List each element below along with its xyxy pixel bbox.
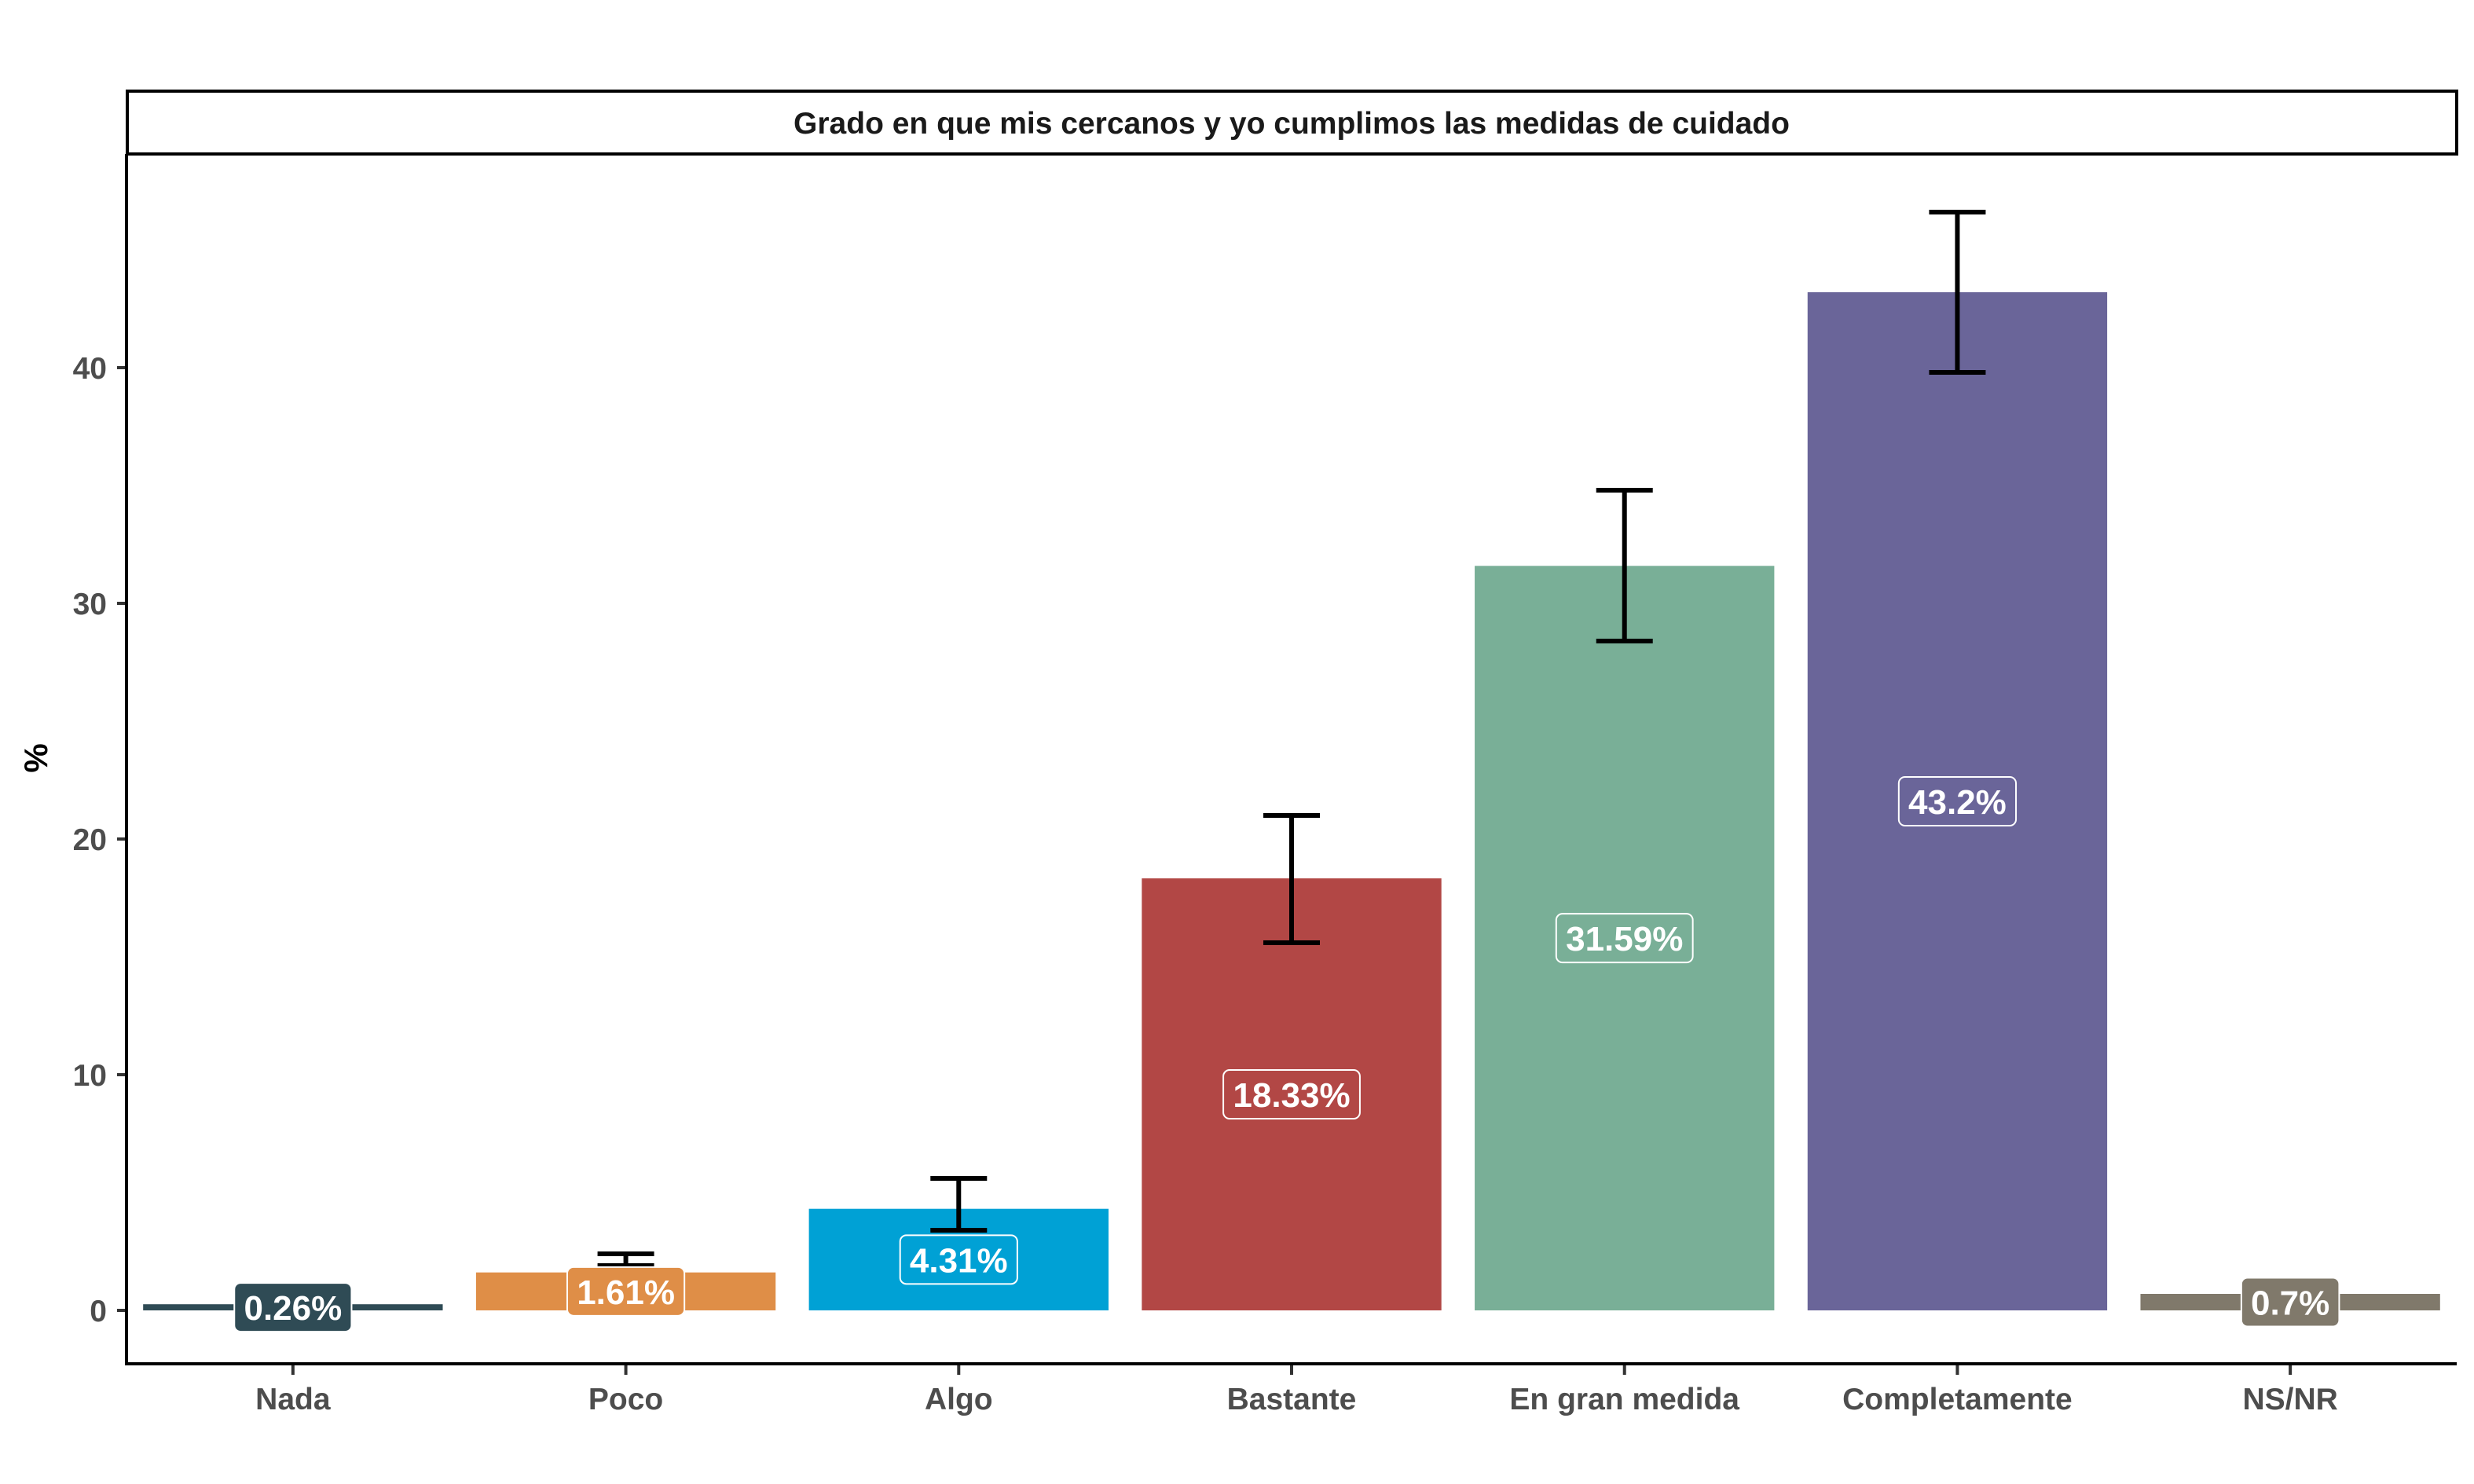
chart-title: Grado en que mis cercanos y yo cumplimos… [794, 107, 1790, 141]
x-tick-label: Poco [588, 1383, 663, 1416]
data-label: 31.59% [1566, 920, 1683, 958]
data-label: 18.33% [1233, 1076, 1350, 1115]
data-label-box [2240, 1277, 2340, 1328]
x-tick-label: En gran medida [1509, 1383, 1739, 1416]
x-tick-label: Completamente [1842, 1383, 2073, 1416]
data-label-box [233, 1282, 353, 1333]
y-tick-label: 20 [73, 823, 107, 857]
data-label: 0.7% [2251, 1284, 2329, 1323]
facet-strip [126, 90, 2458, 156]
y-tick-label: 40 [73, 352, 107, 386]
x-tick-label: Bastante [1227, 1383, 1357, 1416]
plot-area: 0 10 20 30 40 Nada 0.26% Poco 1.61% Algo 4.31% Bast… [73, 210, 2440, 1416]
data-label: 43.2% [1908, 783, 2007, 822]
data-label: 4.31% [910, 1241, 1008, 1280]
data-label: 1.61% [577, 1273, 675, 1312]
y-tick-label: 0 [90, 1295, 107, 1328]
x-tick-label: Nada [255, 1383, 331, 1416]
data-label-box [566, 1266, 686, 1317]
data-label-box [1897, 776, 2018, 826]
y-tick-label: 10 [73, 1059, 107, 1093]
x-tick-label: Algo [925, 1383, 993, 1416]
data-label-box [1222, 1069, 1361, 1120]
data-label-box [899, 1234, 1018, 1285]
y-axis-title: % [17, 743, 54, 772]
x-tick-label: NS/NR [2242, 1383, 2337, 1416]
y-tick-label: 30 [73, 588, 107, 621]
data-label-box [1555, 913, 1694, 964]
data-label: 0.26% [244, 1289, 342, 1328]
